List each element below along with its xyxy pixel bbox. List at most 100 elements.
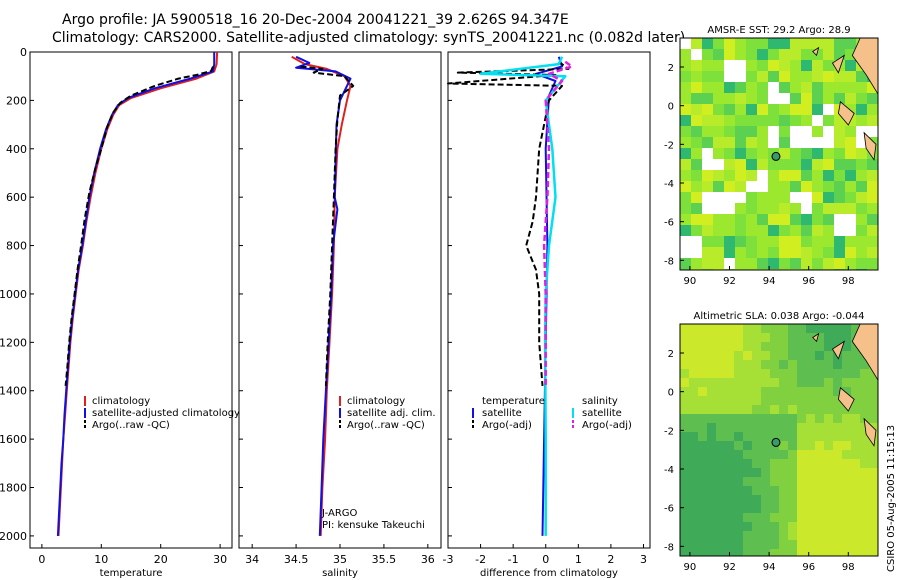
sla-map-island [837,387,855,412]
temperature-xlabel: temperature [100,568,163,579]
sst-map-title: AMSR-E SST: 29.2 Argo: 28.9 [707,25,850,36]
temperature-legend-label: climatology [92,396,150,407]
salinity-xtick-label: 36 [421,553,435,566]
sst-map-ytick-label: 2 [668,63,674,74]
difference-legend-label: Argo(-adj) [582,420,632,431]
salinity-annotation: PI: kensuke Takeuchi [322,520,425,531]
difference-axes-frame [447,51,651,549]
sla-map-title: Altimetric SLA: 0.038 Argo: -0.044 [694,311,865,322]
difference-legend-label: satellite [582,408,622,419]
temperature-ytick-label: 400 [6,143,27,156]
sst-map-ytick-label: -4 [664,179,674,190]
sla-map-island [863,417,877,447]
sla-map-ytick-label: 0 [668,388,674,399]
sla-map-argo-marker [771,437,781,447]
sst-map-xtick-label: 94 [763,276,776,287]
sla-map-ytick-label: 2 [668,349,674,360]
temperature-series-satellite-adjusted-climatology [56,52,216,536]
temperature-series-argo-raw-qc- [64,66,214,386]
temperature-ytick-label: 1400 [0,385,27,398]
temperature-ytick-label: 600 [6,191,27,204]
difference-xtick-label: -2 [475,553,486,566]
salinity-legend-label: Argo(..raw -QC) [347,420,425,431]
difference-series-satellite [479,56,567,536]
temperature-ytick-label: 1200 [0,336,27,349]
sla-map-xtick-label: 98 [842,562,855,573]
sla-map-xtick-label: 92 [723,562,736,573]
sst-map-island [837,101,855,126]
sla-map-ytick-label: -2 [664,426,674,437]
figure-title-line2: Climatology: CARS2000. Satellite-adjuste… [52,30,686,46]
temperature-ytick-label: 800 [6,240,27,253]
difference-legend-header: temperature [482,396,545,407]
temperature-profile-plot: 0 10 20 30 0 200 400 600 800 1000 1200 1400 1600 1800… [0,46,240,579]
sla-map-island [812,332,820,343]
difference-legend-header: salinity [582,396,618,407]
difference-xtick-label: 0 [542,553,549,566]
sst-map: 90 92 94 96 98 -8 -6 -4 -2 0 2 AMSR-E SST: 29.2 Arg… [664,25,879,287]
temperature-ytick-label: 1800 [0,482,27,495]
difference-xtick-label: -3 [443,553,454,566]
difference-series-argo-adj- [542,60,574,386]
difference-series-argo-adj- [447,60,570,386]
salinity-legend-label: satellite adj. clim. [347,408,436,419]
sla-map-xtick-label: 90 [684,562,697,573]
temperature-legend-label: satellite-adjusted climatology [92,408,240,419]
figure-title-line1: Argo profile: JA 5900518_16 20-Dec-2004 … [62,12,569,28]
temperature-xtick-label: 10 [94,553,108,566]
salinity-xtick-label: 34 [245,553,259,566]
salinity-legend-label: climatology [347,396,405,407]
sla-map: 90 92 94 96 98 -8 -6 -4 -2 0 2 Altimetric SLA: 0.03… [664,311,879,573]
temperature-xtick-label: 0 [38,553,45,566]
credit-text: CSIRO 05-Aug-2005 11:15:13 [886,424,897,572]
sst-map-ytick-label: -6 [664,218,674,229]
difference-xtick-label: 2 [607,553,614,566]
sla-map-island [831,340,846,360]
temperature-xtick-label: 30 [213,553,227,566]
sst-map-island [831,54,846,74]
sla-map-ytick-label: -6 [664,504,674,515]
sst-map-field [680,38,878,270]
temperature-series-climatology [57,51,219,536]
sst-map-xtick-label: 98 [842,276,855,287]
salinity-xtick-label: 34.5 [284,553,309,566]
temperature-legend-label: Argo(..raw -QC) [92,420,170,431]
sst-map-island [812,46,820,57]
sst-map-ytick-label: -2 [664,140,674,151]
salinity-xtick-label: 35.5 [372,553,397,566]
difference-profile-plot: -3 -2 -1 0 1 2 3 difference from climatology tem… [443,51,651,579]
sla-map-ytick-label: -4 [664,465,674,476]
temperature-ytick-label: 0 [20,46,27,59]
temperature-ytick-label: 1000 [0,288,27,301]
sst-map-frame [679,37,879,271]
sst-map-xtick-label: 90 [684,276,697,287]
temperature-ytick-label: 2000 [0,530,27,543]
difference-xtick-label: 1 [575,553,582,566]
sst-map-xtick-label: 96 [802,276,815,287]
temperature-xtick-label: 20 [154,553,168,566]
temperature-ytick-label: 200 [6,94,27,107]
difference-xtick-label: 3 [640,553,647,566]
temperature-axes-frame [29,51,233,549]
difference-legend-label: Argo(-adj) [482,420,532,431]
salinity-xtick-label: 35 [333,553,347,566]
sst-map-ytick-label: -8 [664,256,674,267]
sst-map-xtick-label: 92 [723,276,736,287]
sst-map-island [863,131,877,161]
sst-map-argo-marker [771,151,781,161]
salinity-profile-plot: 34 34.5 35 35.5 36 salinity climatologysatelli… [238,51,442,579]
sla-map-field [680,324,878,556]
salinity-series-satellite-adj-clim- [295,55,352,536]
sla-map-xtick-label: 94 [763,562,776,573]
salinity-xlabel: salinity [322,568,358,579]
sla-map-frame [679,323,879,557]
sla-map-ytick-label: -8 [664,542,674,553]
difference-legend-label: satellite [482,408,522,419]
sst-map-ytick-label: 0 [668,102,674,113]
sla-map-xtick-label: 96 [802,562,815,573]
difference-xtick-label: -1 [508,553,519,566]
temperature-ytick-label: 1600 [0,433,27,446]
salinity-series-climatology [291,55,352,536]
salinity-axes-frame [238,51,442,549]
